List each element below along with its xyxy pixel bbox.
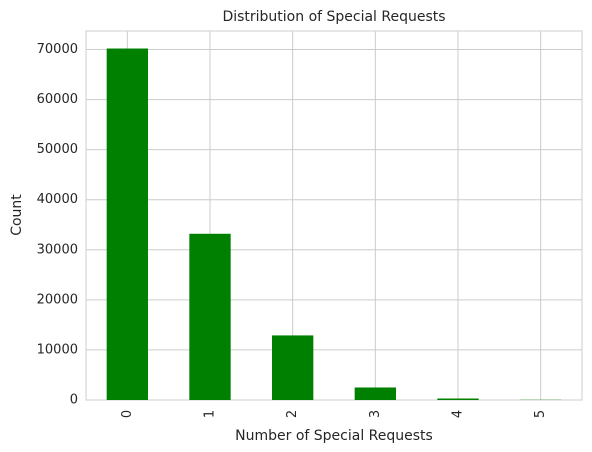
y-tick-label: 20000 (37, 292, 78, 307)
bar (189, 233, 231, 400)
y-tick-label: 70000 (37, 42, 78, 57)
y-tick-label: 10000 (37, 342, 78, 357)
y-tick-label: 40000 (37, 192, 78, 207)
x-axis-label: Number of Special Requests (235, 428, 433, 444)
y-tick-label: 30000 (37, 242, 78, 257)
x-tick-label: 1 (203, 410, 218, 418)
x-tick-label: 5 (533, 410, 548, 418)
y-tick-label: 50000 (37, 142, 78, 157)
bar (437, 398, 479, 400)
bars (106, 48, 562, 401)
y-axis-label: Count (9, 194, 25, 236)
x-tick-label: 3 (368, 410, 383, 418)
bar (354, 387, 396, 400)
bar (272, 335, 314, 400)
x-tick-label: 4 (451, 410, 466, 418)
plot-area (85, 30, 583, 401)
y-tick-label: 60000 (37, 92, 78, 107)
x-tick-label: 0 (120, 410, 135, 418)
y-tick-label: 0 (70, 393, 78, 408)
grid (86, 31, 582, 401)
bar (106, 48, 148, 401)
x-tick-label: 2 (285, 410, 300, 418)
chart-title: Distribution of Special Requests (222, 9, 445, 25)
